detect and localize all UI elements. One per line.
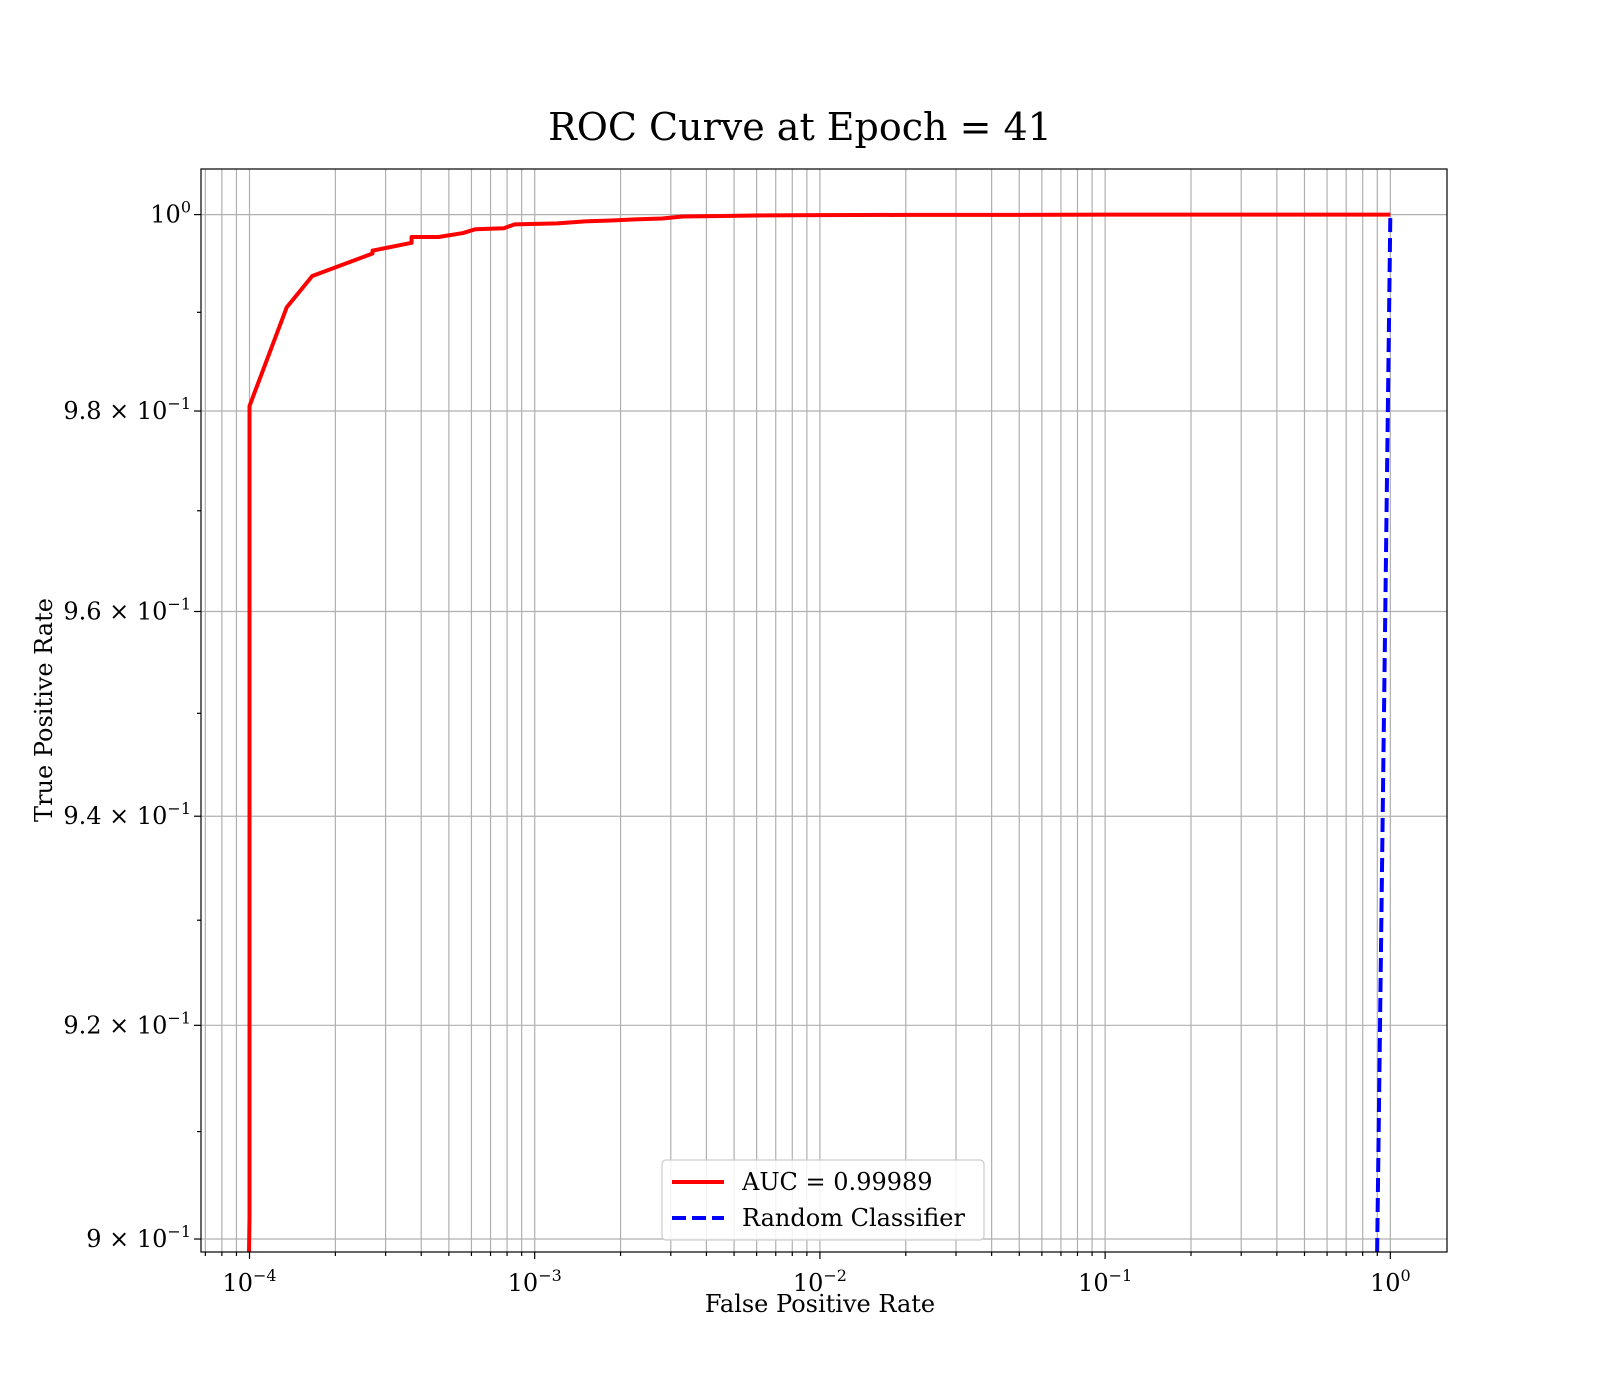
x-axis-label: False Positive Rate bbox=[705, 1290, 935, 1318]
y-tick-label: 9.2 × 10−1 bbox=[63, 1008, 191, 1039]
y-tick-label: 100 bbox=[150, 198, 191, 229]
y-tick-label: 9.4 × 10−1 bbox=[63, 799, 191, 830]
y-tick-label: 9.8 × 10−1 bbox=[63, 394, 191, 425]
x-tick-label: 10−2 bbox=[793, 1266, 847, 1297]
plot-series bbox=[247, 212, 1393, 1253]
grid bbox=[201, 169, 1447, 1252]
x-tick-label: 10−4 bbox=[222, 1266, 276, 1297]
plot-frame bbox=[200, 168, 1448, 1253]
legend-label-random: Random Classifier bbox=[742, 1204, 965, 1232]
axis-ticks: 10−4 10−3 10−2 10−1 100 9 × 10−1 9.2 × 10−1 9.4… bbox=[63, 198, 1410, 1297]
chart-title: ROC Curve at Epoch = 41 bbox=[548, 105, 1052, 149]
y-tick-label: 9 × 10−1 bbox=[86, 1222, 191, 1253]
x-tick-label: 10−3 bbox=[508, 1266, 562, 1297]
legend-label-roc: AUC = 0.99989 bbox=[741, 1168, 933, 1196]
legend: AUC = 0.99989 Random Classifier bbox=[661, 1159, 985, 1241]
x-tick-label: 10−1 bbox=[1078, 1266, 1132, 1297]
random-classifier-line bbox=[1375, 214, 1393, 1253]
legend-box bbox=[661, 1159, 985, 1241]
y-tick-label: 9.6 × 10−1 bbox=[63, 595, 191, 626]
roc-curve-line bbox=[247, 212, 1391, 1253]
x-tick-label: 100 bbox=[1370, 1266, 1411, 1297]
y-axis-label: True Positive Rate bbox=[30, 598, 58, 822]
